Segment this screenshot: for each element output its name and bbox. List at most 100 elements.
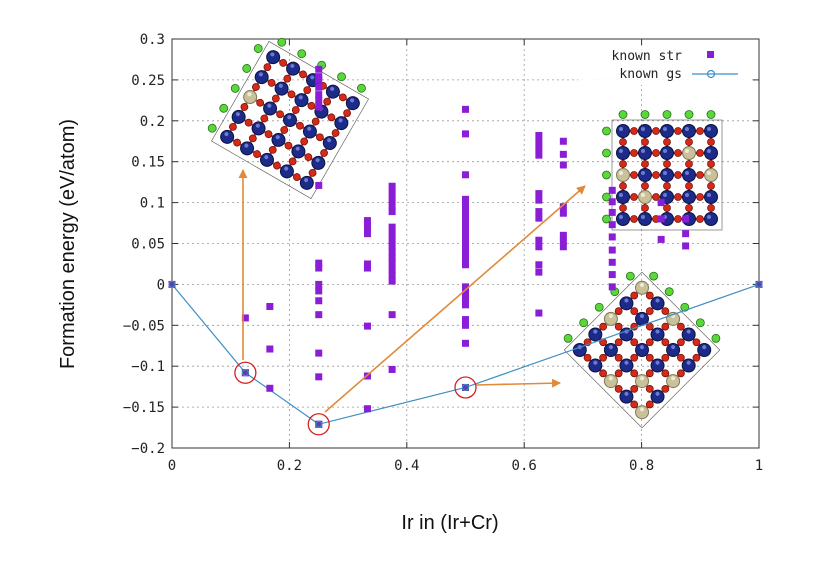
atom	[616, 146, 630, 160]
y-tick-label: 0.3	[140, 32, 165, 48]
atom	[660, 124, 674, 138]
known-str-point	[388, 311, 396, 319]
atom	[663, 182, 671, 190]
known-str-point	[388, 230, 396, 238]
y-tick-label: 0.1	[140, 196, 165, 212]
known-str-point	[315, 181, 323, 189]
atom	[696, 171, 704, 179]
crystal-structure-inset-bottom-right	[562, 270, 722, 429]
known-gs-point-ring	[168, 280, 176, 288]
arrow-to-top-right-inset	[324, 185, 586, 413]
known-str-point	[388, 189, 396, 197]
known-str-point	[363, 223, 371, 231]
known-str-point	[462, 261, 469, 269]
atom	[602, 148, 611, 158]
atom	[706, 110, 716, 119]
known-str-point	[388, 248, 396, 256]
known-str-point	[462, 130, 469, 138]
known-str-point	[559, 203, 567, 211]
known-str-point	[608, 208, 616, 216]
known-str-point	[535, 138, 543, 146]
atom	[685, 160, 693, 168]
atom	[641, 138, 649, 146]
known-str-point	[315, 280, 323, 288]
y-axis-label: Formation energy (eV/atom)	[57, 119, 79, 369]
known-str-point	[388, 223, 396, 231]
x-tick-label: 1	[755, 458, 763, 474]
y-tick-label: 0	[157, 277, 165, 293]
atom	[638, 212, 652, 226]
atom	[618, 110, 628, 119]
annotation-arrows	[238, 169, 586, 413]
atom	[638, 146, 652, 160]
atom	[616, 168, 630, 182]
known-str-point	[266, 384, 274, 392]
known-str-point	[462, 202, 469, 210]
atom	[707, 138, 715, 146]
known-str-point	[608, 271, 616, 279]
atom	[663, 138, 671, 146]
x-tick-label: 0	[168, 458, 176, 474]
arrow-to-bottom-right-inset	[475, 378, 561, 388]
atom	[616, 190, 630, 204]
known-str-point	[462, 283, 469, 291]
known-str-point	[535, 243, 543, 251]
known-str-point	[363, 217, 371, 225]
known-str-point	[363, 230, 371, 238]
atom	[674, 193, 682, 201]
known-str-point	[657, 199, 665, 207]
known-gs-point	[315, 420, 323, 428]
atom	[660, 168, 674, 182]
y-tick-label: −0.05	[123, 318, 165, 334]
known-str-point	[315, 96, 323, 104]
atom	[685, 138, 693, 146]
known-str-point	[535, 145, 543, 153]
tick-labels: −0.2 −0.15 −0.1 −0.05 0 0.05 0.1 0.15 0.2 0.25 0.3…	[123, 32, 763, 474]
atom	[652, 171, 660, 179]
known-str-point	[608, 198, 616, 206]
known-gs-point	[241, 369, 249, 377]
known-str-point	[535, 261, 543, 269]
known-str-point	[535, 309, 543, 317]
atom	[602, 170, 611, 180]
known-str-point	[315, 349, 323, 357]
atom	[652, 149, 660, 157]
atom	[707, 182, 715, 190]
atom	[630, 127, 638, 135]
known-str-point	[266, 345, 274, 353]
y-tick-label: 0.05	[131, 237, 165, 253]
legend-label-known-str: known str	[612, 49, 683, 64]
atom	[616, 124, 630, 138]
known-str-point	[462, 105, 469, 113]
known-str-point	[388, 242, 396, 250]
known-str-point	[462, 289, 469, 297]
atom	[704, 212, 718, 226]
highlight-circle	[234, 361, 257, 384]
atom	[641, 182, 649, 190]
atom	[682, 190, 696, 204]
atom	[619, 160, 627, 168]
known-str-point	[388, 208, 396, 216]
known-str-point	[315, 287, 323, 295]
known-str-point	[462, 213, 469, 221]
known-gs-point	[168, 280, 176, 288]
atom	[652, 127, 660, 135]
known-str-point	[462, 171, 469, 179]
atom	[663, 160, 671, 168]
atom	[674, 149, 682, 157]
known-str-point	[559, 243, 567, 251]
known-str-point	[559, 161, 567, 169]
atom	[674, 171, 682, 179]
known-str-point	[559, 231, 567, 239]
atom	[638, 124, 652, 138]
known-str-point	[462, 249, 469, 257]
known-gs-point	[462, 383, 469, 391]
x-axis-label: Ir in (Ir+Cr)	[401, 512, 498, 534]
atom	[638, 190, 652, 204]
atom	[641, 160, 649, 168]
known-str-point	[608, 283, 616, 291]
known-gs-point-ring	[755, 280, 763, 288]
y-tick-label: 0.15	[131, 155, 165, 171]
atom	[707, 160, 715, 168]
known-str-point	[363, 405, 371, 413]
